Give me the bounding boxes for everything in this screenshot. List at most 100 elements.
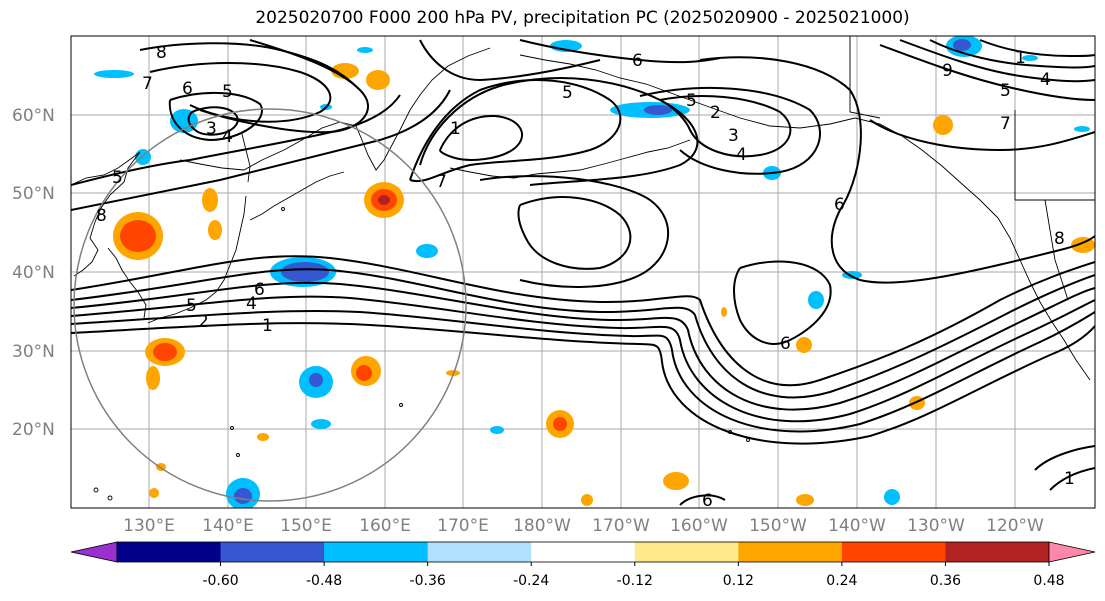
colorbar-extend-right (1048, 541, 1096, 563)
contour-label: 5 (186, 296, 197, 316)
contour-label: 5 (686, 91, 697, 111)
latitude-labels: 60°N 50°N 40°N 30°N 20°N (12, 106, 55, 440)
colorbar-tick-label: -0.48 (306, 573, 342, 589)
coastline-na-west (997, 217, 1091, 381)
coastline-asia (71, 151, 141, 277)
contour-label: 1 (1064, 469, 1075, 489)
colorbar-cell (427, 542, 532, 562)
pv-contour (71, 281, 1095, 411)
contour-label: 5 (1000, 81, 1011, 101)
pv-contour (929, 39, 1095, 69)
coastlines (71, 36, 1095, 381)
precip-blob (378, 195, 390, 205)
precip-blob (553, 417, 567, 431)
chart-title: 2025020700 F000 200 hPa PV, precipitatio… (255, 8, 910, 28)
pv-contour (519, 39, 721, 64)
pv-contour (869, 119, 1095, 152)
precip-blob (281, 262, 329, 282)
precip-blob (146, 366, 160, 390)
contour-label: 5 (112, 168, 123, 188)
precip-blob (153, 343, 177, 361)
island (236, 453, 240, 457)
colorbar-tick-label: 0.36 (930, 573, 961, 589)
lon-label: 130°E (123, 516, 175, 536)
contour-label: 5 (222, 82, 233, 102)
pv-contour (479, 175, 669, 288)
pv-contour (979, 39, 1095, 58)
precip-blob (309, 373, 323, 387)
precip-blob (490, 426, 504, 434)
contour-label: 6 (780, 334, 791, 354)
pv-contour (71, 268, 1095, 399)
colorbar-cell (220, 542, 325, 562)
contour-label: 1 (262, 316, 273, 336)
colorbar-tick-label: 0.48 (1033, 573, 1064, 589)
island (93, 487, 99, 493)
island (230, 426, 234, 430)
contour-label: 2 (198, 312, 209, 332)
coastline-japan (147, 195, 247, 324)
colorbar-tick-label: -0.24 (513, 573, 549, 589)
colorbar-extend-left (70, 541, 118, 563)
contour-label: 4 (1040, 70, 1051, 90)
pv-contour (71, 309, 1095, 433)
precip-blob (953, 39, 971, 51)
coastline-aleutians (449, 139, 691, 179)
contour-label: 4 (246, 294, 257, 314)
contour-label: 8 (1054, 229, 1065, 249)
colorbar-cells (116, 541, 1050, 563)
coastline-alaska (519, 54, 999, 219)
precip-blob (663, 472, 689, 490)
colorbar-tick-label: -0.36 (410, 573, 446, 589)
precip-blob (721, 307, 727, 317)
lon-label: 140°E (202, 516, 254, 536)
pv-contour (679, 494, 726, 506)
precip-blob (446, 370, 460, 376)
colorbar-cell (117, 542, 222, 562)
precip-blob (808, 291, 824, 309)
precip-blob (357, 47, 373, 53)
colorbar-cell (738, 542, 843, 562)
gridlines (71, 36, 1095, 508)
precip-blob (796, 337, 812, 353)
lon-label: 140°W (828, 516, 886, 536)
border-alaska-canada (849, 36, 881, 119)
contour-label: 2 (710, 103, 721, 123)
contour-label: 6 (834, 195, 845, 215)
contour-label: 6 (254, 280, 265, 300)
pv-contours (71, 39, 1095, 506)
lat-label: 60°N (12, 106, 55, 126)
precip-blob (356, 365, 372, 381)
pv-contour (659, 95, 792, 158)
contour-label: 6 (702, 491, 713, 511)
pv-contour (419, 77, 699, 186)
precip-blob (933, 115, 953, 135)
coastline-kuril (249, 171, 345, 221)
contour-label: 1 (1015, 48, 1026, 68)
contour-label: 8 (156, 43, 167, 63)
highlight-circle (73, 108, 467, 502)
contour-label: 3 (206, 119, 217, 139)
contour-label: 5 (562, 83, 573, 103)
pv-contour (187, 106, 240, 136)
precip-blob (1074, 126, 1090, 132)
contour-label: 9 (942, 61, 953, 81)
contour-label: 8 (96, 206, 107, 226)
contour-label: 7 (142, 74, 153, 94)
colorbar-tick-label: -0.60 (202, 573, 238, 589)
colorbar-tick-label: -0.12 (617, 573, 653, 589)
pv-contour (71, 255, 1095, 387)
pv-contour (699, 56, 1095, 284)
colorbar-ticks: -0.60 -0.48 -0.36 -0.24 -0.12 0.12 0.24 0.36 0.4… (202, 562, 1065, 589)
colorbar: -0.60 -0.48 -0.36 -0.24 -0.12 0.12 0.24 0.36 0.4… (70, 541, 1096, 589)
contour-label: 4 (222, 127, 233, 147)
pv-contour (1049, 467, 1095, 491)
island (399, 403, 403, 407)
pv-contour (899, 39, 1095, 83)
pv-contour (439, 114, 524, 161)
island (281, 207, 285, 211)
precip-blob (257, 433, 269, 441)
lon-label: 180°W (513, 516, 571, 536)
lat-label: 20°N (12, 420, 55, 440)
